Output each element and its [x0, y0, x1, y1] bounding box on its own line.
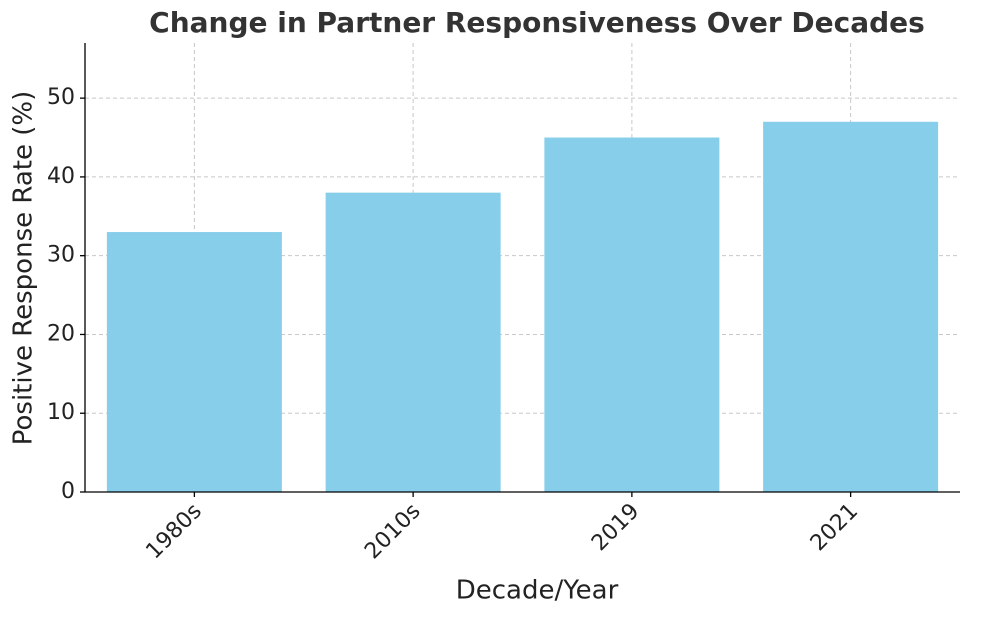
x-tick-label: 2021: [806, 499, 863, 556]
x-tick-label: 1980s: [141, 499, 206, 564]
bar: [106, 232, 282, 493]
y-tick-label: 30: [47, 243, 75, 268]
bar: [544, 137, 720, 493]
x-tick-label: 2019: [587, 499, 644, 556]
x-tick-label: 2010s: [360, 499, 425, 564]
bar: [763, 121, 939, 493]
chart-title: Change in Partner Responsiveness Over De…: [149, 6, 925, 39]
x-axis-label: Decade/Year: [456, 576, 619, 606]
y-axis-label: Positive Response Rate (%): [9, 91, 39, 446]
y-tick-label: 40: [47, 164, 75, 189]
y-tick-label: 20: [47, 321, 75, 346]
bar: [325, 192, 501, 492]
y-tick-label: 50: [47, 85, 75, 110]
y-tick-label: 10: [47, 400, 75, 425]
y-tick-label: 0: [61, 479, 75, 504]
